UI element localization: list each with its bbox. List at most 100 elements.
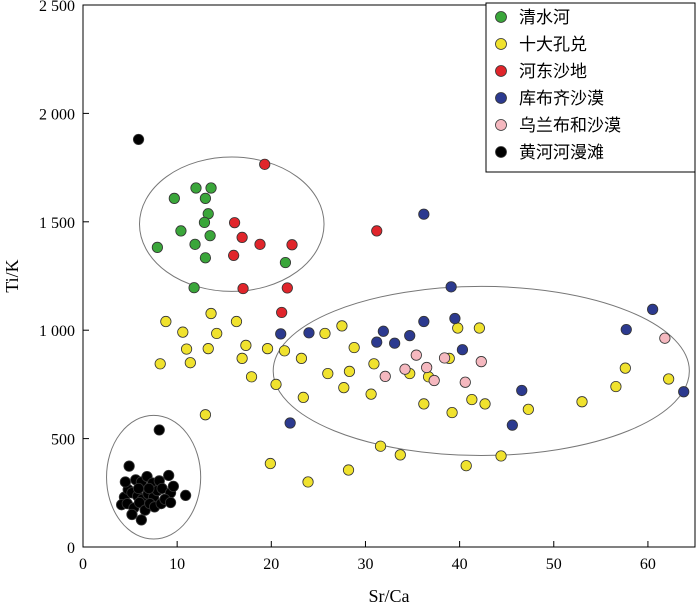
data-point-series-2 <box>261 343 274 355</box>
data-point-series-2 <box>270 378 282 390</box>
data-point-series-2 <box>199 409 211 421</box>
data-point-series-2 <box>264 457 276 470</box>
x-tick-label: 40 <box>452 556 468 573</box>
legend-label: 库布齐沙漠 <box>519 89 604 109</box>
data-point-series-2 <box>319 327 331 340</box>
data-point-series-2 <box>368 358 380 370</box>
data-point-series-2 <box>374 440 387 452</box>
data-point-series-3 <box>228 249 240 262</box>
data-point-series-2 <box>240 339 252 351</box>
data-point-series-6 <box>126 508 138 521</box>
data-point-series-5 <box>399 363 411 375</box>
data-point-series-6 <box>132 482 145 495</box>
y-tick-label: 1 500 <box>39 215 75 232</box>
data-point-series-5 <box>410 349 422 361</box>
data-point-series-4 <box>678 386 690 398</box>
x-tick-label: 0 <box>79 556 87 573</box>
axis-ticks: 0 10 20 30 40 50 60 0 500 1 000 1 500 2 000 2 500 <box>39 0 656 573</box>
cluster-enclosures <box>106 156 690 540</box>
data-point-series-2 <box>302 476 314 488</box>
data-point-series-4 <box>389 337 401 349</box>
data-point-series-1 <box>199 252 211 264</box>
data-point-series-3 <box>236 231 248 244</box>
data-point-series-2 <box>522 403 534 415</box>
y-tick-label: 0 <box>67 540 75 557</box>
data-point-series-4 <box>275 328 287 340</box>
data-point-series-3 <box>281 282 293 294</box>
data-point-series-3 <box>371 225 383 237</box>
legend-marker <box>495 92 507 104</box>
data-point-series-4 <box>371 336 383 348</box>
data-point-series-6 <box>143 482 155 495</box>
legend-marker <box>495 11 507 23</box>
data-point-series-6 <box>132 133 145 146</box>
data-point-series-2 <box>211 327 223 340</box>
x-tick-label: 10 <box>169 556 185 573</box>
legend-label: 河东沙地 <box>519 62 587 82</box>
data-point-series-2 <box>343 365 356 377</box>
data-point-series-4 <box>284 417 296 429</box>
data-point-series-6 <box>167 480 179 492</box>
data-point-series-2 <box>297 391 309 404</box>
data-point-series-2 <box>278 345 291 357</box>
data-point-series-6 <box>163 469 175 482</box>
y-tick-label: 500 <box>51 432 75 449</box>
data-point-series-3 <box>286 239 298 251</box>
data-point-series-2 <box>466 393 478 406</box>
data-point-series-4 <box>445 281 457 293</box>
data-point-series-6 <box>164 496 177 509</box>
data-point-series-2 <box>245 371 258 383</box>
data-point-series-2 <box>495 450 507 462</box>
data-point-series-5 <box>438 352 451 364</box>
data-point-series-2 <box>236 352 248 364</box>
x-tick-label: 50 <box>546 556 562 573</box>
plot-frame <box>82 4 696 548</box>
legend-marker <box>495 38 507 50</box>
legend-marker <box>495 119 507 131</box>
data-point-series-2 <box>348 341 360 354</box>
data-point-series-2 <box>336 320 348 332</box>
legend-label: 乌兰布和沙漠 <box>519 116 621 136</box>
x-axis-title: Sr/Ca <box>368 586 409 606</box>
data-point-series-2 <box>322 367 334 380</box>
data-point-series-1 <box>189 238 201 250</box>
data-point-series-2 <box>177 326 189 338</box>
data-point-series-2 <box>160 315 172 328</box>
data-point-series-3 <box>259 158 271 170</box>
data-point-series-4 <box>647 303 659 315</box>
data-point-series-6 <box>153 424 165 436</box>
data-point-series-5 <box>428 374 440 387</box>
data-points <box>116 133 690 526</box>
data-point-series-2 <box>418 398 430 410</box>
data-point-series-2 <box>610 380 622 393</box>
legend-label: 清水河 <box>519 8 570 28</box>
data-point-series-1 <box>204 230 216 242</box>
data-point-series-2 <box>446 406 458 419</box>
y-tick-label: 2 500 <box>39 0 75 15</box>
x-tick-label: 20 <box>263 556 279 573</box>
data-point-series-5 <box>459 376 471 388</box>
data-point-series-3 <box>228 217 241 229</box>
data-point-series-1 <box>168 192 180 204</box>
data-point-series-6 <box>180 489 192 502</box>
data-point-series-2 <box>202 343 214 355</box>
data-point-series-1 <box>279 256 292 269</box>
x-tick-label: 60 <box>640 556 656 573</box>
data-point-series-2 <box>619 362 631 374</box>
data-point-series-2 <box>180 343 193 355</box>
y-axis-title: Ti/K <box>2 259 22 292</box>
data-point-series-2 <box>342 464 355 476</box>
data-point-series-2 <box>576 396 588 408</box>
y-tick-label: 2 000 <box>39 106 75 123</box>
data-point-series-4 <box>303 327 315 339</box>
data-point-series-5 <box>475 356 487 368</box>
data-point-series-2 <box>663 373 675 385</box>
data-point-series-2 <box>184 357 196 369</box>
data-point-series-2 <box>479 398 491 410</box>
cluster-ellipse-3 <box>106 414 202 540</box>
data-point-series-2 <box>452 322 464 334</box>
legend-label: 黄河河漫滩 <box>519 143 604 163</box>
data-point-series-4 <box>377 325 389 337</box>
